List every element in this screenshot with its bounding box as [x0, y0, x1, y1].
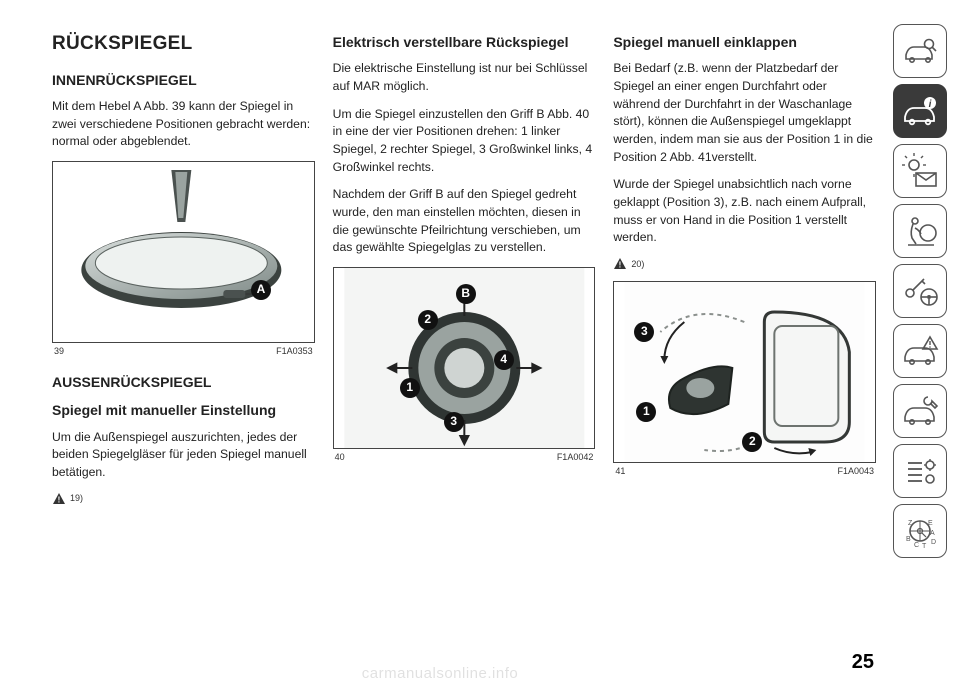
- warning-ref: 20): [631, 258, 644, 271]
- svg-text:D: D: [931, 539, 936, 546]
- svg-text:T: T: [922, 543, 927, 550]
- sidebar-nav: i: [888, 0, 960, 686]
- nav-airbag[interactable]: [893, 204, 947, 258]
- figure-code: F1A0043: [837, 465, 874, 478]
- subsection-title: AUSSENRÜCKSPIEGEL: [52, 372, 315, 392]
- figure-label-4: 4: [494, 350, 514, 370]
- nav-compass-letters[interactable]: Z E B A C T D: [893, 504, 947, 558]
- nav-list-gear[interactable]: [893, 444, 947, 498]
- content-columns: RÜCKSPIEGEL INNENRÜCKSPIEGEL Mit dem Heb…: [0, 0, 888, 686]
- compass-letters-icon: Z E B A C T D: [900, 511, 940, 551]
- key-wheel-icon: [900, 271, 940, 311]
- light-mail-icon: [900, 151, 940, 191]
- body-text: Bei Bedarf (z.B. wenn der Platzbedarf de…: [613, 60, 876, 166]
- svg-text:!: !: [619, 261, 622, 270]
- svg-text:E: E: [928, 520, 933, 527]
- figure-number: 41: [615, 465, 625, 478]
- nav-key-wheel[interactable]: [893, 264, 947, 318]
- page-number: 25: [852, 651, 874, 674]
- nav-car-info[interactable]: i: [893, 84, 947, 138]
- figure-caption: 41 F1A0043: [613, 465, 876, 478]
- figure-code: F1A0353: [276, 345, 313, 358]
- subsubsection-title: Spiegel mit manueller Einstellung: [52, 400, 315, 420]
- column-2: Elektrisch verstellbare Rückspiegel Die …: [333, 30, 596, 666]
- figure-number: 39: [54, 345, 64, 358]
- svg-text:C: C: [914, 542, 919, 549]
- subsubsection-title: Elektrisch verstellbare Rückspiegel: [333, 32, 596, 52]
- body-text: Nachdem der Griff B auf den Spiegel gedr…: [333, 186, 596, 257]
- car-wrench-icon: [900, 391, 940, 431]
- figure-label-1: 1: [400, 378, 420, 398]
- figure-code: F1A0042: [557, 451, 594, 464]
- figure-caption: 39 F1A0353: [52, 345, 315, 358]
- warning-note: ! 19): [52, 492, 315, 506]
- svg-text:A: A: [930, 530, 935, 537]
- list-gear-icon: [900, 451, 940, 491]
- figure-number: 40: [335, 451, 345, 464]
- nav-car-search[interactable]: [893, 24, 947, 78]
- column-3: Spiegel manuell einklappen Bei Bedarf (z…: [613, 30, 876, 666]
- nav-car-warning[interactable]: [893, 324, 947, 378]
- column-1: RÜCKSPIEGEL INNENRÜCKSPIEGEL Mit dem Heb…: [52, 30, 315, 666]
- car-warning-icon: [900, 331, 940, 371]
- car-info-icon: i: [900, 91, 940, 131]
- figure-caption: 40 F1A0042: [333, 451, 596, 464]
- svg-text:Z: Z: [908, 520, 913, 527]
- body-text: Um die Außenspiegel auszurichten, jedes …: [52, 429, 315, 482]
- figure-label-3: 3: [444, 412, 464, 432]
- airbag-icon: [900, 211, 940, 251]
- svg-text:i: i: [929, 99, 932, 110]
- figure-label-2: 2: [418, 310, 438, 330]
- body-text: Um die Spiegel einzustellen den Griff B …: [333, 106, 596, 177]
- svg-text:!: !: [58, 495, 61, 504]
- svg-text:B: B: [906, 536, 911, 543]
- warning-icon: !: [52, 492, 66, 506]
- section-title: RÜCKSPIEGEL: [52, 30, 315, 58]
- body-text: Wurde der Spiegel unabsichtlich nach vor…: [613, 176, 876, 247]
- nav-car-wrench[interactable]: [893, 384, 947, 438]
- car-search-icon: [900, 31, 940, 71]
- warning-note: ! 20): [613, 257, 876, 271]
- figure-41: 3 1 2: [613, 281, 876, 463]
- figure-label-b: B: [456, 284, 476, 304]
- figure-label-a: A: [251, 280, 271, 300]
- body-text: Die elektrische Einstellung ist nur bei …: [333, 60, 596, 95]
- figure-40: B 2 4 1 3: [333, 267, 596, 449]
- figure-39: A: [52, 161, 315, 343]
- warning-icon: !: [613, 257, 627, 271]
- manual-page: RÜCKSPIEGEL INNENRÜCKSPIEGEL Mit dem Heb…: [0, 0, 960, 686]
- nav-light-mail[interactable]: [893, 144, 947, 198]
- subsubsection-title: Spiegel manuell einklappen: [613, 32, 876, 52]
- subsection-title: INNENRÜCKSPIEGEL: [52, 70, 315, 90]
- mirror-interior-illustration: [53, 162, 314, 342]
- warning-ref: 19): [70, 492, 83, 505]
- body-text: Mit dem Hebel A Abb. 39 kann der Spiegel…: [52, 98, 315, 151]
